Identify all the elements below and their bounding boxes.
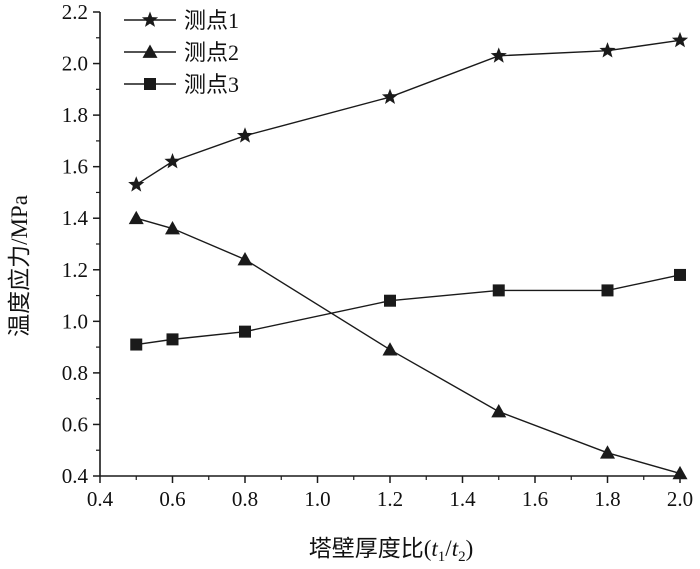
y-tick-label: 0.8: [62, 361, 88, 385]
x-tick-label: 1.0: [304, 487, 330, 511]
series-2-point: [491, 404, 507, 418]
series-2-point: [672, 465, 688, 480]
y-tick-label: 1.8: [62, 103, 88, 127]
x-tick-label: 1.4: [449, 487, 476, 511]
series-2-point: [128, 210, 144, 225]
x-tick-label: 1.2: [377, 487, 403, 511]
y-axis-ticks: 0.4 0.6 0.8 1.0 1.2 1.4 1.6 1.8 2.0 2.2: [62, 0, 100, 488]
series-1-point: [671, 31, 689, 48]
y-tick-label: 1.4: [62, 206, 89, 230]
y-tick-label: 2.2: [62, 0, 88, 24]
x-axis-ticks: 0.4 0.6 0.8 1.0 1.2 1.4 1.6 1.8 2.0: [87, 476, 693, 511]
series-2: [128, 210, 688, 480]
x-tick-label: 0.8: [232, 487, 258, 511]
series-3: [130, 268, 686, 351]
x-tick-label: 0.6: [159, 487, 185, 511]
series-1: [128, 31, 689, 192]
legend-item-1: 测点1: [124, 8, 239, 33]
series-2-point: [600, 445, 615, 459]
series-3-point: [384, 294, 396, 307]
series-3-point: [601, 284, 614, 297]
x-tick-label: 1.6: [522, 487, 548, 511]
series-2-point: [165, 221, 180, 235]
legend-marker: [141, 11, 159, 27]
series-group: [128, 31, 689, 480]
series-1-point: [236, 127, 254, 143]
legend: 测点1 测点2 测点3: [124, 8, 239, 97]
x-tick-label: 0.4: [87, 487, 114, 511]
series-3-point: [166, 333, 179, 346]
series-3-point: [130, 338, 143, 351]
y-tick-label: 0.4: [62, 464, 89, 488]
legend-label: 测点3: [184, 72, 239, 97]
y-tick-label: 2.0: [62, 52, 88, 76]
legend-item-2: 测点2: [124, 40, 239, 65]
series-1-point: [599, 42, 616, 58]
y-axis-title: 温度应力/MPa: [7, 195, 32, 337]
series-1-point: [381, 88, 399, 104]
y-tick-label: 1.2: [62, 258, 88, 282]
legend-marker: [142, 44, 158, 58]
y-tick-label: 0.6: [62, 412, 88, 436]
y-tick-label: 1.0: [62, 309, 88, 333]
series-3-point: [674, 268, 686, 281]
series-1-point: [128, 176, 145, 192]
legend-label: 测点1: [184, 8, 239, 33]
series-3-point: [239, 325, 251, 338]
series-3-line: [136, 274, 681, 346]
legend-item-3: 测点3: [124, 72, 239, 97]
series-3-point: [492, 284, 505, 297]
x-tick-label: 1.8: [594, 487, 620, 511]
series-2-line: [136, 217, 681, 475]
series-1-point: [164, 153, 181, 169]
legend-marker: [144, 78, 156, 90]
series-2-point: [382, 342, 398, 356]
series-1-point: [490, 47, 507, 63]
x-axis-title: 塔壁厚度比(t1/t2): [309, 536, 474, 565]
series-2-point: [237, 251, 253, 266]
y-tick-label: 1.6: [62, 155, 88, 179]
x-tick-label: 2.0: [667, 487, 693, 511]
legend-label: 测点2: [184, 40, 239, 65]
